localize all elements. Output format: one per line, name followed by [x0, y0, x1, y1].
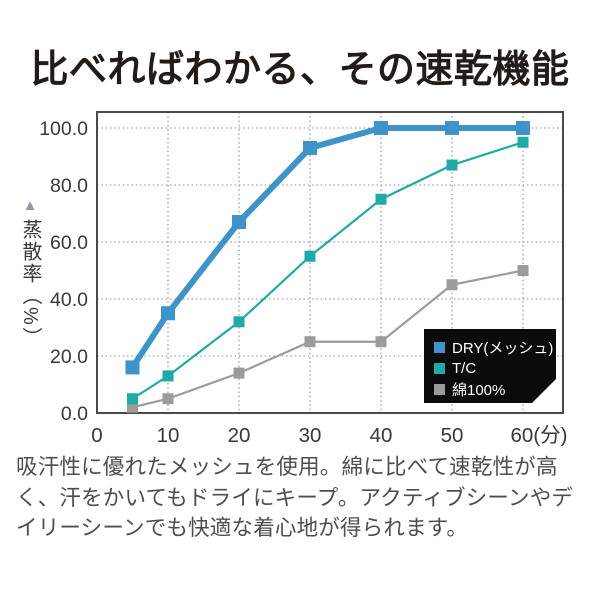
triangle-icon: ▲	[22, 197, 38, 214]
series-marker-0	[374, 121, 388, 135]
legend-item: T/C	[434, 358, 556, 379]
series-marker-1	[162, 370, 174, 382]
y-axis-title: ▲ 蒸散率（%）	[19, 197, 41, 349]
legend-label: 綿100%	[452, 382, 506, 399]
x-tick-label: 40	[370, 424, 393, 447]
series-marker-1	[517, 136, 529, 148]
series-marker-2	[375, 336, 387, 348]
series-marker-0	[303, 140, 317, 155]
y-tick-label: 20.0	[50, 346, 88, 368]
legend: DRY(メッシュ) T/C 綿100%	[424, 329, 556, 403]
series-marker-0	[516, 121, 530, 135]
x-tick-label: 10	[157, 424, 180, 447]
plot-frame	[96, 111, 564, 414]
evaporation-rate-chart: 100.0 80.0 60.0 40.0 20.0 0.00 10 20 30 40 50 60(分)	[39, 111, 568, 447]
legend-swatch-icon	[434, 384, 445, 395]
legend-swatch-icon	[434, 342, 445, 353]
legend-item: 綿100%	[434, 379, 556, 400]
y-tick-label: 80.0	[50, 175, 88, 197]
x-tick-label: 0	[91, 424, 102, 447]
legend-label: T/C	[452, 360, 477, 377]
legend-swatch-icon	[434, 363, 445, 374]
series-marker-1	[233, 316, 245, 328]
x-tick-label: 20	[228, 424, 251, 447]
y-tick-label: 100.0	[39, 118, 88, 140]
series-marker-1	[375, 193, 387, 205]
page-title: 比べればわかる、その速乾機能	[30, 49, 570, 91]
x-tick-label: 30	[299, 424, 322, 447]
y-tick-label: 0.0	[61, 403, 88, 425]
series-marker-0	[232, 215, 246, 230]
series-marker-2	[304, 336, 316, 348]
x-tick-label: 50	[441, 424, 464, 447]
y-tick-label: 60.0	[50, 232, 88, 254]
legend-item: DRY(メッシュ)	[434, 337, 556, 358]
y-tick-label: 40.0	[50, 289, 88, 311]
series-marker-2	[233, 367, 245, 379]
x-tick-label: 60(分)	[511, 424, 568, 447]
series-marker-1	[127, 393, 138, 405]
series-marker-0	[125, 360, 140, 375]
legend-label: DRY(メッシュ)	[452, 340, 554, 357]
series-marker-2	[446, 279, 458, 291]
series-marker-1	[304, 250, 316, 262]
series-marker-2	[162, 393, 174, 405]
y-axis-label: 蒸散率（%）	[19, 219, 41, 349]
series-marker-2	[127, 401, 138, 413]
series-marker-1	[446, 159, 458, 171]
series-marker-0	[445, 121, 459, 135]
series-marker-2	[517, 265, 529, 276]
description-text: 吸汗性に優れたメッシュを使用。綿に比べて速乾性が高く、汗をかいてもドライにキープ…	[16, 455, 574, 541]
series-marker-0	[161, 306, 175, 321]
